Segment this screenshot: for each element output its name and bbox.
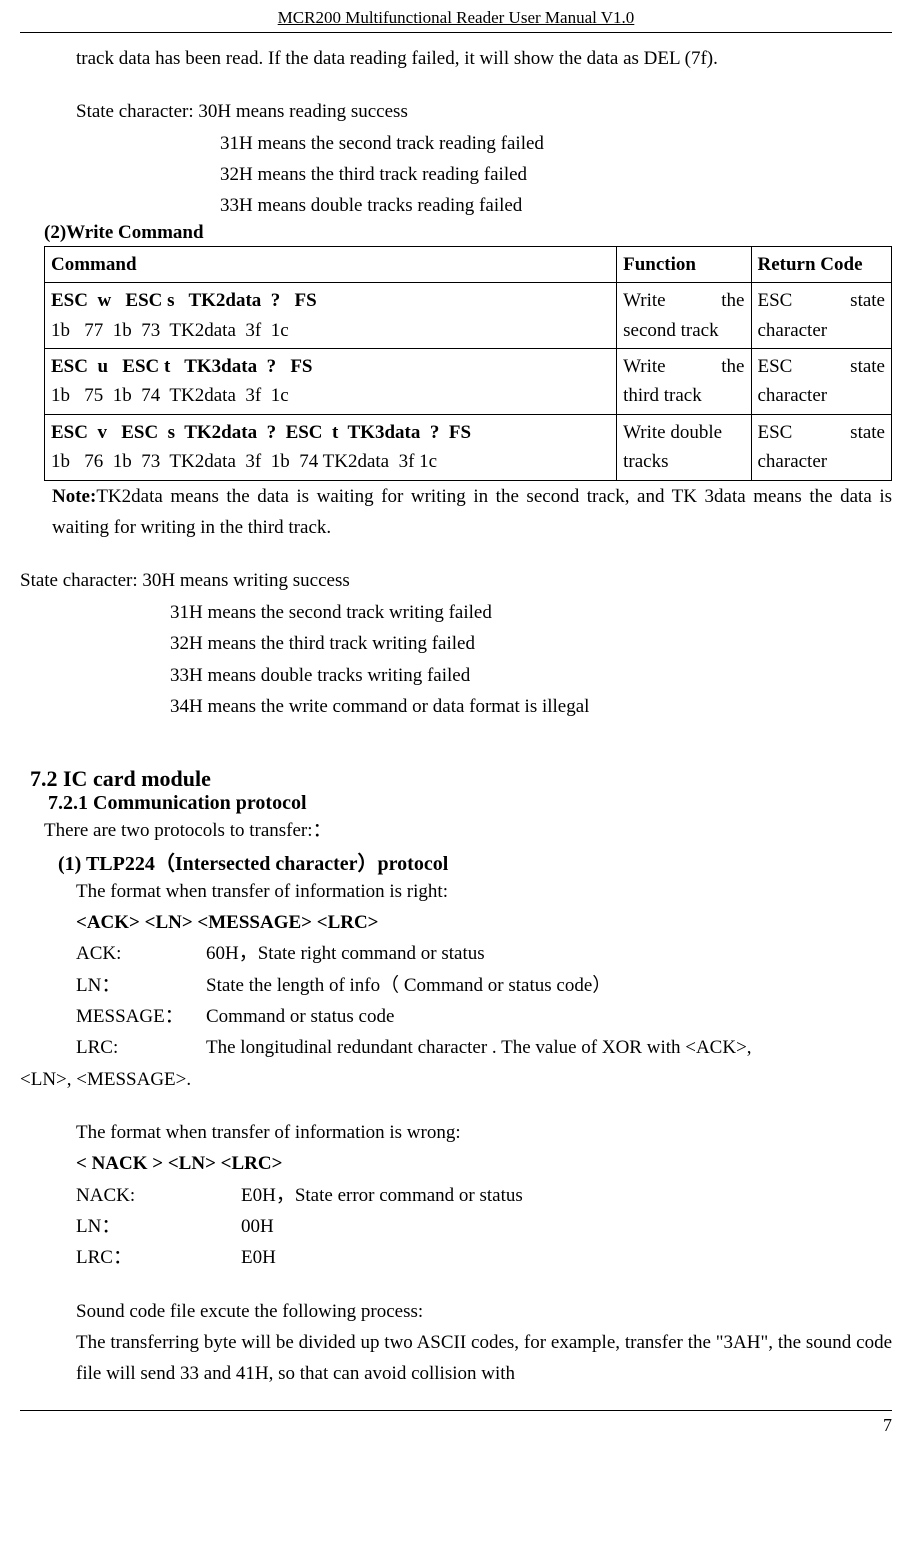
fmt-right: The format when transfer of information … — [20, 876, 892, 907]
msg-val: Command or status code — [206, 1001, 394, 1032]
ack-val: 60H，State right command or status — [206, 938, 485, 969]
ack-row: ACK: 60H，State right command or status — [20, 938, 892, 969]
r1-return: ESC state character — [751, 283, 892, 349]
state-write-lead: State character: 30H means writing succe… — [20, 565, 892, 596]
th-command: Command — [45, 246, 617, 282]
state-write-l2: 31H means the second track writing faile… — [20, 597, 892, 628]
msg-key: MESSAGE： — [76, 1001, 206, 1032]
lrc-tail: <LN>, <MESSAGE>. — [20, 1064, 892, 1095]
ack-key: ACK: — [76, 938, 206, 969]
r3-function: Write double tracks — [617, 414, 751, 480]
r3-command: ESC v ESC s TK2data ? ESC t TK3data ? FS… — [45, 414, 617, 480]
page-number: 7 — [20, 1410, 892, 1436]
ln2-val: 00H — [241, 1211, 274, 1242]
state-read-l3: 32H means the third track reading failed — [20, 159, 892, 190]
sound-line2: The transferring byte will be divided up… — [20, 1327, 892, 1390]
ln2-key: LN： — [76, 1211, 241, 1242]
fmt-wrong-sig: < NACK > <LN> <LRC> — [20, 1148, 892, 1179]
r1-function: Write the second track — [617, 283, 751, 349]
msg-row: MESSAGE： Command or status code — [20, 1001, 892, 1032]
r1-command: ESC w ESC s TK2data ? FS 1b 77 1b 73 TK2… — [45, 283, 617, 349]
fmt-right-sig: <ACK> <LN> <MESSAGE> <LRC> — [20, 907, 892, 938]
intro-paragraph: track data has been read. If the data re… — [20, 43, 892, 74]
lrc-key: LRC: — [76, 1032, 206, 1063]
note-line: Note:TK2data means the data is waiting f… — [20, 481, 892, 544]
th-return: Return Code — [751, 246, 892, 282]
th-function: Function — [617, 246, 751, 282]
nack-row: NACK: E0H，State error command or status — [20, 1180, 892, 1211]
ln-key: LN： — [76, 970, 206, 1001]
state-write-l3: 32H means the third track writing failed — [20, 628, 892, 659]
lrc-val: The longitudinal redundant character . T… — [206, 1032, 752, 1063]
state-read-l4: 33H means double tracks reading failed — [20, 190, 892, 221]
note-label: Note: — [52, 486, 96, 507]
r2-function: Write the third track — [617, 349, 751, 415]
write-command-title: (2)Write Command — [20, 222, 892, 244]
sound-line1: Sound code file excute the following pro… — [20, 1296, 892, 1327]
note-text: TK2data means the data is waiting for wr… — [52, 486, 892, 538]
state-write-l4: 33H means double tracks writing failed — [20, 660, 892, 691]
lrc2-val: E0H — [241, 1242, 276, 1273]
nack-val: E0H，State error command or status — [241, 1180, 523, 1211]
proto-intro: There are two protocols to transfer:： — [20, 815, 892, 846]
write-command-table: Command Function Return Code ESC w ESC s… — [44, 246, 892, 481]
fmt-wrong: The format when transfer of information … — [20, 1117, 892, 1148]
section-7-2: 7.2 IC card module — [20, 766, 892, 792]
header-title: MCR200 Multifunctional Reader User Manua… — [20, 8, 892, 33]
nack-key: NACK: — [76, 1180, 241, 1211]
lrc2-row: LRC： E0H — [20, 1242, 892, 1273]
ln-val: State the length of info（ Command or sta… — [206, 970, 611, 1001]
state-write-l5: 34H means the write command or data form… — [20, 691, 892, 722]
lrc2-key: LRC： — [76, 1242, 241, 1273]
tlp-title: (1) TLP224（Intersected character）protoco… — [20, 847, 892, 876]
state-read-lead: State character: 30H means reading succe… — [20, 96, 892, 127]
ln2-row: LN： 00H — [20, 1211, 892, 1242]
r2-return: ESC state character — [751, 349, 892, 415]
section-7-2-1: 7.2.1 Communication protocol — [20, 792, 892, 815]
r3-return: ESC state character — [751, 414, 892, 480]
state-read-l2: 31H means the second track reading faile… — [20, 128, 892, 159]
ln-row: LN： State the length of info（ Command or… — [20, 970, 892, 1001]
lrc-row: LRC: The longitudinal redundant characte… — [20, 1032, 892, 1063]
r2-command: ESC u ESC t TK3data ? FS 1b 75 1b 74 TK2… — [45, 349, 617, 415]
